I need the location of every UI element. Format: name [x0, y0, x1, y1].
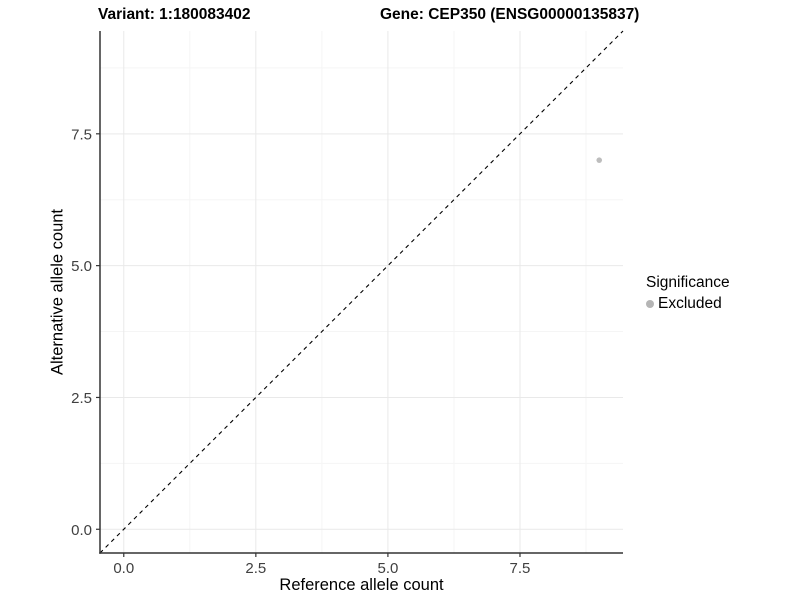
x-tick-label: 5.0: [377, 560, 398, 577]
legend: Significance Excluded: [646, 274, 730, 313]
y-tick-label: 0.0: [71, 522, 92, 539]
y-axis-title: Alternative allele count: [48, 208, 67, 376]
identity-reference-line: [99, 30, 624, 554]
x-tick-label: 0.0: [113, 560, 134, 577]
x-tick-label: 7.5: [510, 560, 531, 577]
legend-item-label: Excluded: [658, 295, 722, 312]
excluded-point-icon: [646, 300, 654, 308]
data-point: [596, 157, 603, 163]
x-axis-title: Reference allele count: [279, 576, 444, 594]
gene-title: Gene: CEP350 (ENSG00000135837): [380, 6, 640, 23]
x-tick-label: 2.5: [245, 560, 266, 577]
y-tick-label: 7.5: [71, 126, 92, 143]
y-tick-label: 2.5: [71, 390, 92, 407]
legend-title: Significance: [646, 274, 730, 291]
legend-item-excluded: Excluded: [646, 295, 730, 313]
variant-title: Variant: 1:180083402: [98, 6, 251, 23]
y-tick-label: 5.0: [71, 258, 92, 275]
